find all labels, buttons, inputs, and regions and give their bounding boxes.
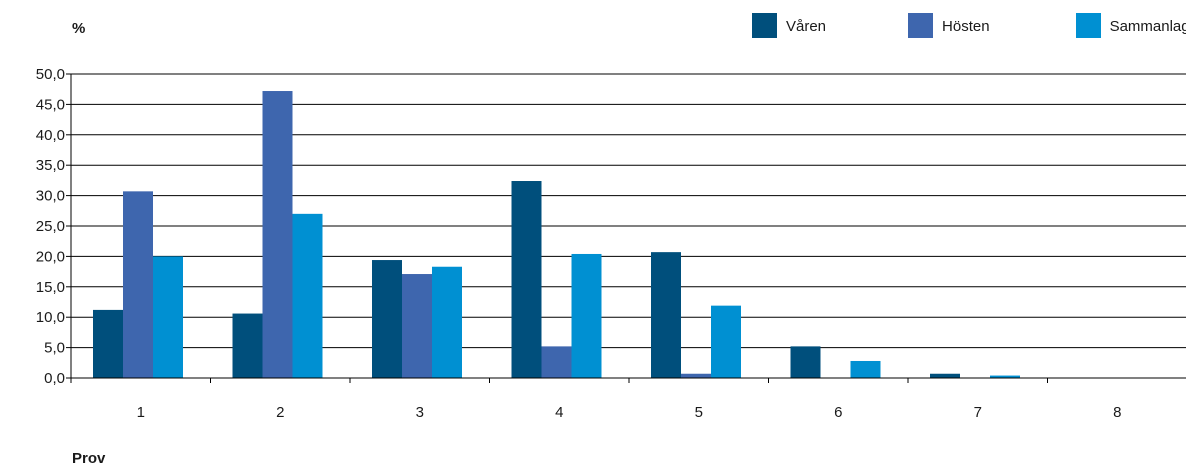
x-tick-label: 8 [1113,404,1121,421]
y-tick-label: 20,0 [36,248,65,265]
x-tick-label: 6 [834,404,842,421]
bar [292,213,323,378]
bar [541,346,572,378]
bar [850,360,881,378]
y-tick-label: 10,0 [36,309,65,326]
bar [651,252,681,378]
bar [711,305,741,378]
bar [432,266,462,378]
legend-item-sammanlagt: Sammanlagt [1075,13,1186,38]
bar [571,253,602,378]
bar [511,181,542,378]
bar [930,373,960,378]
bar [123,191,153,378]
legend-item-hosten: Hösten [908,13,990,38]
x-tick-label: 2 [276,404,284,421]
y-tick-label: 25,0 [36,218,65,235]
x-tick-label: 7 [974,404,982,421]
legend-swatch-sammanlagt [1075,13,1101,38]
legend-label-varen: Våren [786,18,827,35]
x-tick-label: 5 [695,404,703,421]
x-axis-label: Prov [72,450,106,467]
bar [262,91,293,379]
bar [93,309,123,378]
legend-item-varen: Våren [752,13,826,38]
y-tick-label: 40,0 [36,127,65,144]
x-tick-label: 3 [416,404,424,421]
y-tick-label: 5,0 [44,340,65,357]
legend-label-hosten: Hösten [942,18,990,35]
legend-label-sammanlagt: Sammanlagt [1109,18,1186,35]
bar [402,274,432,378]
legend: Våren Hösten Sammanlagt [752,13,1186,38]
x-tick-label: 1 [137,404,145,421]
y-tick-label: 0,0 [44,370,65,387]
y-tick-label: 30,0 [36,188,65,205]
bar [790,346,821,378]
legend-swatch-hosten [908,13,934,38]
x-tick-label: 4 [555,404,563,421]
bar [681,373,711,378]
bar [990,375,1020,378]
y-tick-label: 45,0 [36,96,65,113]
y-tick-label: 50,0 [36,66,65,83]
bar [372,260,402,378]
y-tick-label: 15,0 [36,279,65,296]
bar [232,313,263,378]
y-tick-label: 35,0 [36,157,65,174]
bar [153,256,183,378]
legend-swatch-varen [752,13,777,38]
y-axis-label: % [72,20,86,37]
